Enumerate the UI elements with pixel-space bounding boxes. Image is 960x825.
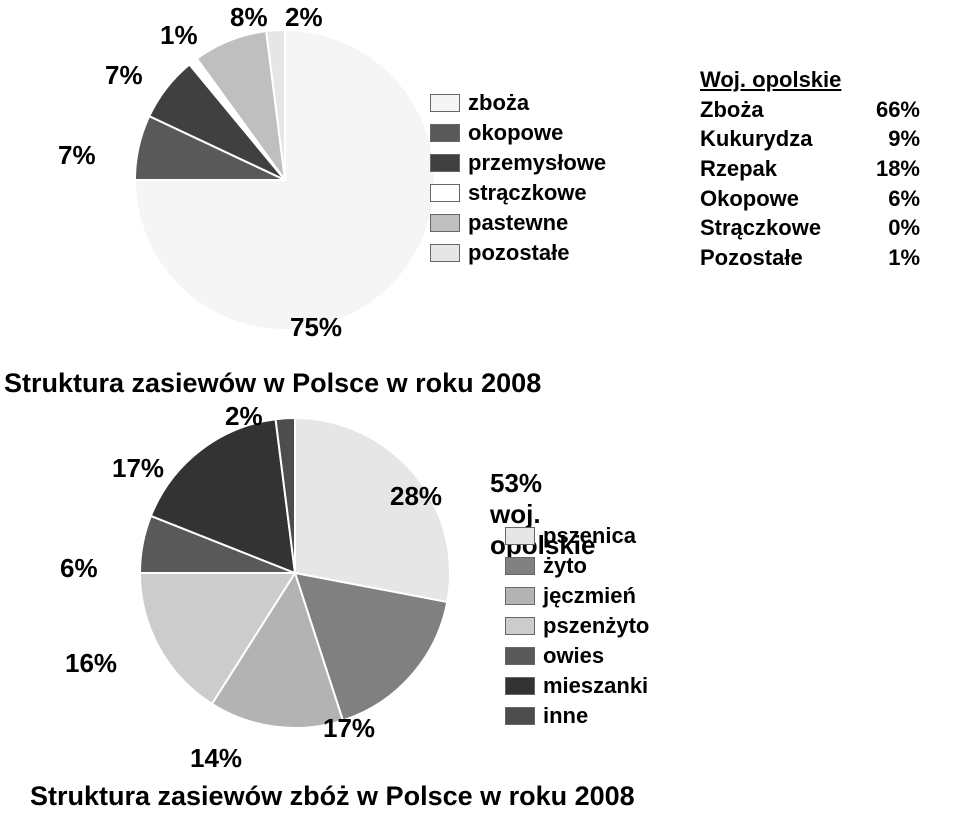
info-row: Strączkowe 0% [700, 213, 920, 243]
legend-swatch [505, 527, 535, 545]
legend-label: inne [543, 703, 588, 729]
legend-item: pozostałe [430, 240, 606, 266]
legend-item: jęczmień [505, 583, 649, 609]
info-block: Woj. opolskie Zboża 66% Kukurydza 9% Rzepak 1… [700, 65, 920, 273]
legend-label: pozostałe [468, 240, 569, 266]
legend-label: pszenica [543, 523, 636, 549]
legend-swatch [430, 184, 460, 202]
info-row: Rzepak 18% [700, 154, 920, 184]
info-row-value: 9% [888, 124, 920, 154]
pie-chart-2-wrap: 28%17%14%16%6%17%2%53% woj. opolskie [40, 403, 500, 773]
legend-swatch [430, 124, 460, 142]
mid-title: Struktura zasiewów w Polsce w roku 2008 [0, 350, 960, 403]
info-row: Okopowe 6% [700, 184, 920, 214]
info-row-label: Pozostałe [700, 243, 803, 273]
legend-label: strączkowe [468, 180, 587, 206]
legend-swatch [430, 94, 460, 112]
info-row-value: 6% [888, 184, 920, 214]
info-row: Pozostałe 1% [700, 243, 920, 273]
legend-swatch [505, 617, 535, 635]
info-row: Zboża 66% [700, 95, 920, 125]
info-row-value: 18% [876, 154, 920, 184]
legend-item: inne [505, 703, 649, 729]
legend-swatch [430, 244, 460, 262]
bottom-chart-section: 28%17%14%16%6%17%2%53% woj. opolskie psz… [0, 403, 960, 773]
pie-slice-label: 7% [105, 60, 143, 91]
legend-swatch [430, 214, 460, 232]
legend-item: pastewne [430, 210, 606, 236]
legend-label: owies [543, 643, 604, 669]
legend-item: okopowe [430, 120, 606, 146]
legend-label: pszenżyto [543, 613, 649, 639]
pie-slice-label: 17% [323, 713, 375, 744]
info-row-value: 0% [888, 213, 920, 243]
legend-chart-1: zboża okopowe przemysłowe strączkowe pastewn… [430, 90, 606, 270]
pie-slice-label: 2% [285, 2, 323, 33]
legend-label: zboża [468, 90, 529, 116]
legend-item: pszenżyto [505, 613, 649, 639]
pie-chart-1-wrap: 75%7%7%1%8%2% [40, 10, 470, 350]
legend-item: strączkowe [430, 180, 606, 206]
legend-label: żyto [543, 553, 587, 579]
pie-slice-label: 6% [60, 553, 98, 584]
info-row-label: Rzepak [700, 154, 777, 184]
pie-slice-label: 75% [290, 312, 342, 343]
legend-label: mieszanki [543, 673, 648, 699]
legend-item: przemysłowe [430, 150, 606, 176]
legend-item: owies [505, 643, 649, 669]
pie-slice-label: 28% [390, 481, 442, 512]
legend-swatch [430, 154, 460, 172]
info-row-value: 1% [888, 243, 920, 273]
legend-item: mieszanki [505, 673, 649, 699]
legend-item: zboża [430, 90, 606, 116]
pie-slice-label: 17% [112, 453, 164, 484]
info-row: Kukurydza 9% [700, 124, 920, 154]
pie-slice-label: 14% [190, 743, 242, 774]
legend-label: jęczmień [543, 583, 636, 609]
legend-swatch [505, 677, 535, 695]
final-title: Struktura zasiewów zbóż w Polsce w roku … [0, 773, 960, 812]
info-row-label: Zboża [700, 95, 764, 125]
info-row-label: Strączkowe [700, 213, 821, 243]
info-row-label: Kukurydza [700, 124, 812, 154]
legend-swatch [505, 557, 535, 575]
legend-label: pastewne [468, 210, 568, 236]
legend-chart-2: pszenica żyto jęczmień pszenżyto owies miesza… [505, 523, 649, 733]
pie-slice-label: 16% [65, 648, 117, 679]
legend-swatch [505, 647, 535, 665]
info-row-label: Okopowe [700, 184, 799, 214]
pie-slice-label: 2% [225, 401, 263, 432]
legend-label: okopowe [468, 120, 563, 146]
pie-slice-label: 7% [58, 140, 96, 171]
info-title: Woj. opolskie [700, 65, 920, 95]
legend-label: przemysłowe [468, 150, 606, 176]
info-row-value: 66% [876, 95, 920, 125]
legend-item: pszenica [505, 523, 649, 549]
pie-slice-label: 8% [230, 2, 268, 33]
pie-chart-2 [40, 403, 500, 773]
legend-item: żyto [505, 553, 649, 579]
pie-slice-label: 1% [160, 20, 198, 51]
legend-swatch [505, 707, 535, 725]
legend-swatch [505, 587, 535, 605]
